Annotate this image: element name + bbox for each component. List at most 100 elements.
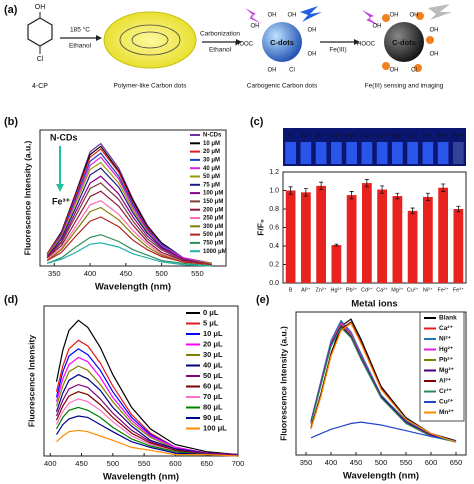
light-icon xyxy=(245,8,262,24)
x-tick-label: Mg²⁺ xyxy=(391,286,403,293)
photo-strip xyxy=(283,128,466,166)
spectrum-line xyxy=(46,190,212,266)
x-tick-label: Cd²⁺ xyxy=(361,286,373,293)
bar xyxy=(407,210,418,283)
vial xyxy=(331,142,342,164)
polymer-chain xyxy=(119,24,181,56)
spectrum-line xyxy=(55,391,239,457)
y-tick-label: 1.0 xyxy=(269,187,279,194)
group-label: OH xyxy=(35,4,46,11)
group-label: Cl xyxy=(411,68,417,74)
error-bar xyxy=(395,192,400,200)
legend-label: 60 μL xyxy=(203,381,223,390)
error-bar xyxy=(410,207,415,215)
x-axis-label: Wavelength (nm) xyxy=(343,471,419,482)
x-tick-label: 700 xyxy=(232,459,245,468)
legend-label: Mn²⁺ xyxy=(439,409,455,416)
x-tick-label: 550 xyxy=(138,459,151,468)
bar xyxy=(316,185,327,283)
spectrum-line xyxy=(46,167,212,266)
bar xyxy=(331,245,342,283)
y-axis-label: Fluorescence Intensity (a.u.) xyxy=(278,326,288,441)
spectrum-line xyxy=(55,319,239,456)
photo-label: Cd²⁺ xyxy=(361,132,373,139)
spectrum-line xyxy=(55,356,239,456)
vial xyxy=(285,142,296,164)
legend-label: 200 μM xyxy=(203,207,223,213)
x-tick-label: 550 xyxy=(191,269,204,278)
spectrum-line xyxy=(55,406,239,457)
spectrum-line xyxy=(310,421,457,442)
legend-label: 750 μM xyxy=(203,240,223,246)
light-icon xyxy=(300,6,322,22)
reactant-label: 4-CP xyxy=(32,83,48,90)
annotation: Fe³⁺ xyxy=(52,196,71,206)
spectrum-line xyxy=(46,182,212,266)
vial xyxy=(422,142,434,164)
vial xyxy=(376,142,388,164)
bar xyxy=(422,196,433,283)
polymer-dot xyxy=(103,11,197,69)
legend-label: 150 μM xyxy=(203,199,223,205)
error-bar xyxy=(380,185,385,194)
error-bar xyxy=(349,191,354,200)
vial xyxy=(361,142,373,164)
bar xyxy=(392,196,403,283)
legend-label: 10 μM xyxy=(203,141,220,147)
annotation: N-CDs xyxy=(50,132,78,142)
x-axis-label: Wavelength (nm) xyxy=(95,282,171,293)
y-axis-label: Fluorescence Intensity xyxy=(26,335,36,427)
photo-label: Zn²⁺ xyxy=(316,132,327,139)
plot-frame xyxy=(43,305,239,457)
condition: Carbonization xyxy=(200,31,240,38)
arrow-head xyxy=(354,39,360,45)
x-tick-label: Ni²⁺ xyxy=(423,286,433,293)
legend-label: 50 μM xyxy=(203,174,220,180)
group-label: HOOC xyxy=(357,42,376,48)
x-tick-label: 500 xyxy=(107,459,120,468)
spectrum-line xyxy=(47,242,212,267)
panel-label: (d) xyxy=(4,294,18,306)
arrow-head xyxy=(236,39,242,45)
plot-frame xyxy=(39,129,227,267)
x-tick-label: 650 xyxy=(200,459,213,468)
bar xyxy=(346,195,357,283)
group-label: OH xyxy=(308,52,317,58)
x-tick-label: 650 xyxy=(450,458,463,467)
x-tick-label: 350 xyxy=(300,458,313,467)
photo-label: Fe³⁺ xyxy=(453,132,464,139)
bar xyxy=(377,189,388,283)
x-tick-label: Cu²⁺ xyxy=(407,286,419,293)
x-tick-label: 400 xyxy=(84,269,97,278)
reagent-label: Fe(III) xyxy=(329,47,346,54)
x-tick-label: Fe²⁺ xyxy=(438,286,449,293)
spectrum-line xyxy=(310,326,457,443)
x-tick-label: 350 xyxy=(48,269,61,278)
legend-label: Pb²⁺ xyxy=(439,357,453,364)
stage-label: Carbogenic Carbon dots xyxy=(247,83,318,90)
group-label: OH xyxy=(430,52,439,58)
photo-label: Mg²⁺ xyxy=(391,132,403,139)
panel-label: (c) xyxy=(250,116,264,128)
legend-label: 20 μL xyxy=(203,339,223,348)
x-tick-label: B xyxy=(289,287,293,293)
legend-label: 100 μM xyxy=(203,191,223,197)
y-tick-label: 0.2 xyxy=(269,261,279,268)
annotation-arrow-head xyxy=(56,184,64,192)
group-label: OH xyxy=(288,13,297,19)
photo-label: Al³⁺ xyxy=(301,132,311,139)
condition: Ethanol xyxy=(69,43,92,50)
x-axis-label: Wavelength (nm) xyxy=(103,472,179,483)
dot-label: C-dots xyxy=(270,38,294,47)
stage-label: Fe(III) sensing and imaging xyxy=(365,83,444,90)
x-tick-label: 450 xyxy=(120,269,133,278)
carbon-dot-fe xyxy=(384,22,424,62)
legend-label: 70 μL xyxy=(203,392,223,401)
legend-label: 80 μL xyxy=(203,402,223,411)
vial xyxy=(437,142,449,164)
x-tick-label: Fe³⁺ xyxy=(453,286,464,293)
vial xyxy=(453,142,464,164)
legend-label: 500 μM xyxy=(203,232,223,238)
photo-label: B xyxy=(289,133,293,139)
